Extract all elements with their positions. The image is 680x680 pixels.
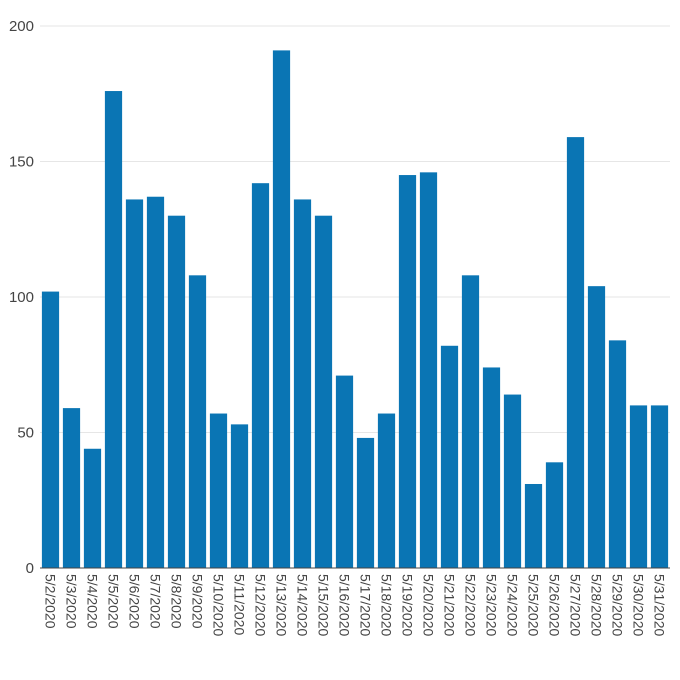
x-tick-label: 5/16/2020	[337, 574, 353, 636]
x-axis: 5/2/2020 5/3/2020 5/4/2020 5/5/2020 5/6/2020…	[43, 574, 668, 636]
x-tick-label: 5/28/2020	[589, 574, 605, 636]
bar	[125, 199, 144, 568]
x-tick-label: 5/21/2020	[442, 574, 458, 636]
bar	[503, 394, 522, 568]
bar	[167, 215, 186, 568]
bar	[356, 437, 375, 568]
bar	[335, 375, 354, 568]
bar	[398, 175, 417, 569]
bar	[272, 50, 291, 568]
bar	[608, 340, 627, 568]
bar	[209, 413, 228, 568]
x-tick-label: 5/11/2020	[232, 574, 248, 635]
bar	[230, 424, 249, 568]
bar	[545, 462, 564, 568]
bar	[62, 408, 81, 568]
gridlines	[40, 25, 670, 433]
bar	[419, 172, 438, 568]
x-tick-label: 5/15/2020	[316, 574, 332, 636]
x-tick-label: 5/30/2020	[631, 574, 647, 636]
x-tick-label: 5/9/2020	[190, 574, 206, 629]
bar	[251, 183, 270, 568]
x-tick-label: 5/24/2020	[505, 574, 521, 636]
y-tick-label: 50	[17, 425, 34, 442]
x-tick-label: 5/29/2020	[610, 574, 626, 636]
x-tick-label: 5/26/2020	[547, 574, 563, 636]
y-tick-label: 100	[9, 289, 34, 306]
bar	[188, 275, 207, 568]
bar	[482, 367, 501, 568]
x-tick-label: 5/5/2020	[106, 574, 122, 629]
x-tick-label: 5/12/2020	[253, 574, 269, 636]
x-tick-label: 5/4/2020	[85, 574, 101, 629]
x-tick-label: 5/19/2020	[400, 574, 416, 636]
x-tick-label: 5/6/2020	[127, 574, 143, 629]
bar	[293, 199, 312, 568]
bar	[83, 448, 102, 568]
x-tick-label: 5/13/2020	[274, 574, 290, 636]
x-tick-label: 5/3/2020	[64, 574, 80, 629]
x-tick-label: 5/17/2020	[358, 574, 374, 636]
y-axis: 0 50 100 150 200	[9, 18, 34, 577]
x-tick-label: 5/10/2020	[211, 574, 227, 636]
bar	[566, 137, 585, 569]
bar	[41, 291, 60, 568]
x-tick-label: 5/27/2020	[568, 574, 584, 636]
x-tick-label: 5/22/2020	[463, 574, 479, 636]
x-tick-label: 5/20/2020	[421, 574, 437, 636]
bar	[524, 483, 543, 568]
y-tick-label: 150	[9, 154, 34, 171]
bar	[104, 91, 123, 568]
bar	[146, 196, 165, 569]
bar	[629, 405, 648, 568]
x-tick-label: 5/8/2020	[169, 574, 185, 629]
bar	[461, 275, 480, 568]
bar	[440, 345, 459, 568]
y-tick-label: 200	[9, 18, 34, 35]
x-tick-label: 5/23/2020	[484, 574, 500, 636]
x-tick-label: 5/7/2020	[148, 574, 164, 629]
x-tick-label: 5/2/2020	[43, 574, 59, 629]
bars	[40, 50, 670, 569]
bar	[587, 286, 606, 568]
x-tick-label: 5/31/2020	[652, 574, 668, 636]
bar	[650, 405, 669, 568]
y-tick-label: 0	[26, 560, 34, 577]
bar	[314, 215, 333, 568]
x-tick-label: 5/18/2020	[379, 574, 395, 636]
x-tick-label: 5/25/2020	[526, 574, 542, 636]
x-tick-label: 5/14/2020	[295, 574, 311, 636]
bar	[377, 413, 396, 568]
